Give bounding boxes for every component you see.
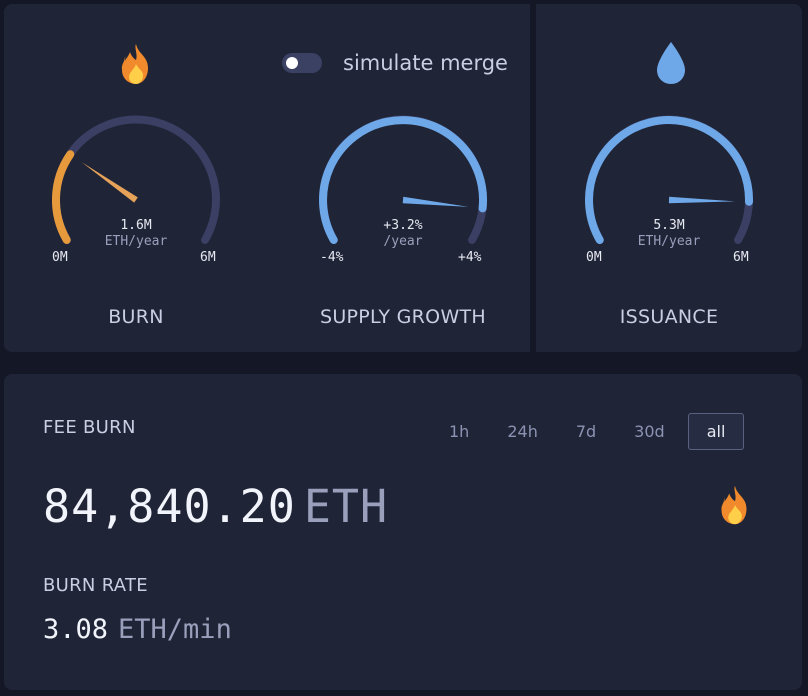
- gauge-max-label: 6M: [200, 250, 216, 265]
- gauge-progress: [319, 116, 488, 244]
- tab-all[interactable]: all: [687, 413, 745, 450]
- burn-rate-value: 3.08 ETH/min: [43, 614, 232, 645]
- gauge-needle: [402, 196, 469, 207]
- fee-burn-unit: ETH: [303, 480, 389, 533]
- gauge-unit: /year: [383, 234, 423, 249]
- gauge-progress: [585, 116, 754, 244]
- burn-gauge: 1.6M ETH/year 0M 6M BURN: [3, 0, 269, 352]
- gauge-max-label: 6M: [733, 250, 749, 265]
- toggle-label: simulate merge: [343, 51, 508, 75]
- fee-burn-card: [4, 374, 802, 690]
- gauge-unit: ETH/year: [637, 234, 701, 249]
- gauge-value: +3.2%: [383, 218, 423, 233]
- gauge-title: ISSUANCE: [619, 306, 719, 328]
- droplet-icon: [654, 40, 688, 90]
- fire-icon: [712, 482, 758, 532]
- burn-rate-amount: 3.08: [43, 614, 109, 645]
- gauge-progress: [51, 150, 75, 244]
- toggle-switch[interactable]: [282, 53, 322, 73]
- card-divider: [530, 4, 536, 354]
- gauge-value: 5.3M: [653, 218, 685, 233]
- gauge-value: 1.6M: [120, 218, 152, 233]
- gauge-min-label: 0M: [52, 250, 68, 265]
- gauge-title: BURN: [108, 306, 164, 328]
- supply-growth-gauge: +3.2% /year -4% +4% SUPPLY GROWTH: [270, 0, 536, 352]
- simulate-merge-toggle[interactable]: simulate merge: [282, 46, 508, 80]
- gauge-title: SUPPLY GROWTH: [319, 306, 487, 328]
- fee-burn-amount: 84,840.20: [43, 480, 296, 533]
- tab-30d[interactable]: 30d: [634, 422, 665, 441]
- toggle-knob: [286, 57, 298, 69]
- tab-24h[interactable]: 24h: [507, 422, 538, 441]
- issuance-gauge: 5.3M ETH/year 0M 6M ISSUANCE: [536, 0, 802, 352]
- gauge-needle: [81, 162, 138, 203]
- tab-1h[interactable]: 1h: [449, 422, 470, 441]
- time-frame-tabs: 1h 24h 7d 30d all: [434, 413, 752, 450]
- burn-rate-unit: ETH/min: [118, 614, 232, 645]
- tab-7d[interactable]: 7d: [575, 422, 597, 441]
- fee-burn-value: 84,840.20 ETH: [43, 480, 388, 533]
- gauge-unit: ETH/year: [104, 234, 168, 249]
- burn-rate-title: BURN RATE: [43, 575, 148, 596]
- gauge-max-label: +4%: [458, 250, 482, 265]
- fire-icon: [112, 40, 160, 92]
- gauge-needle: [668, 196, 735, 204]
- gauge-min-label: 0M: [586, 250, 602, 265]
- fee-burn-title: FEE BURN: [43, 417, 136, 438]
- gauge-min-label: -4%: [320, 250, 344, 265]
